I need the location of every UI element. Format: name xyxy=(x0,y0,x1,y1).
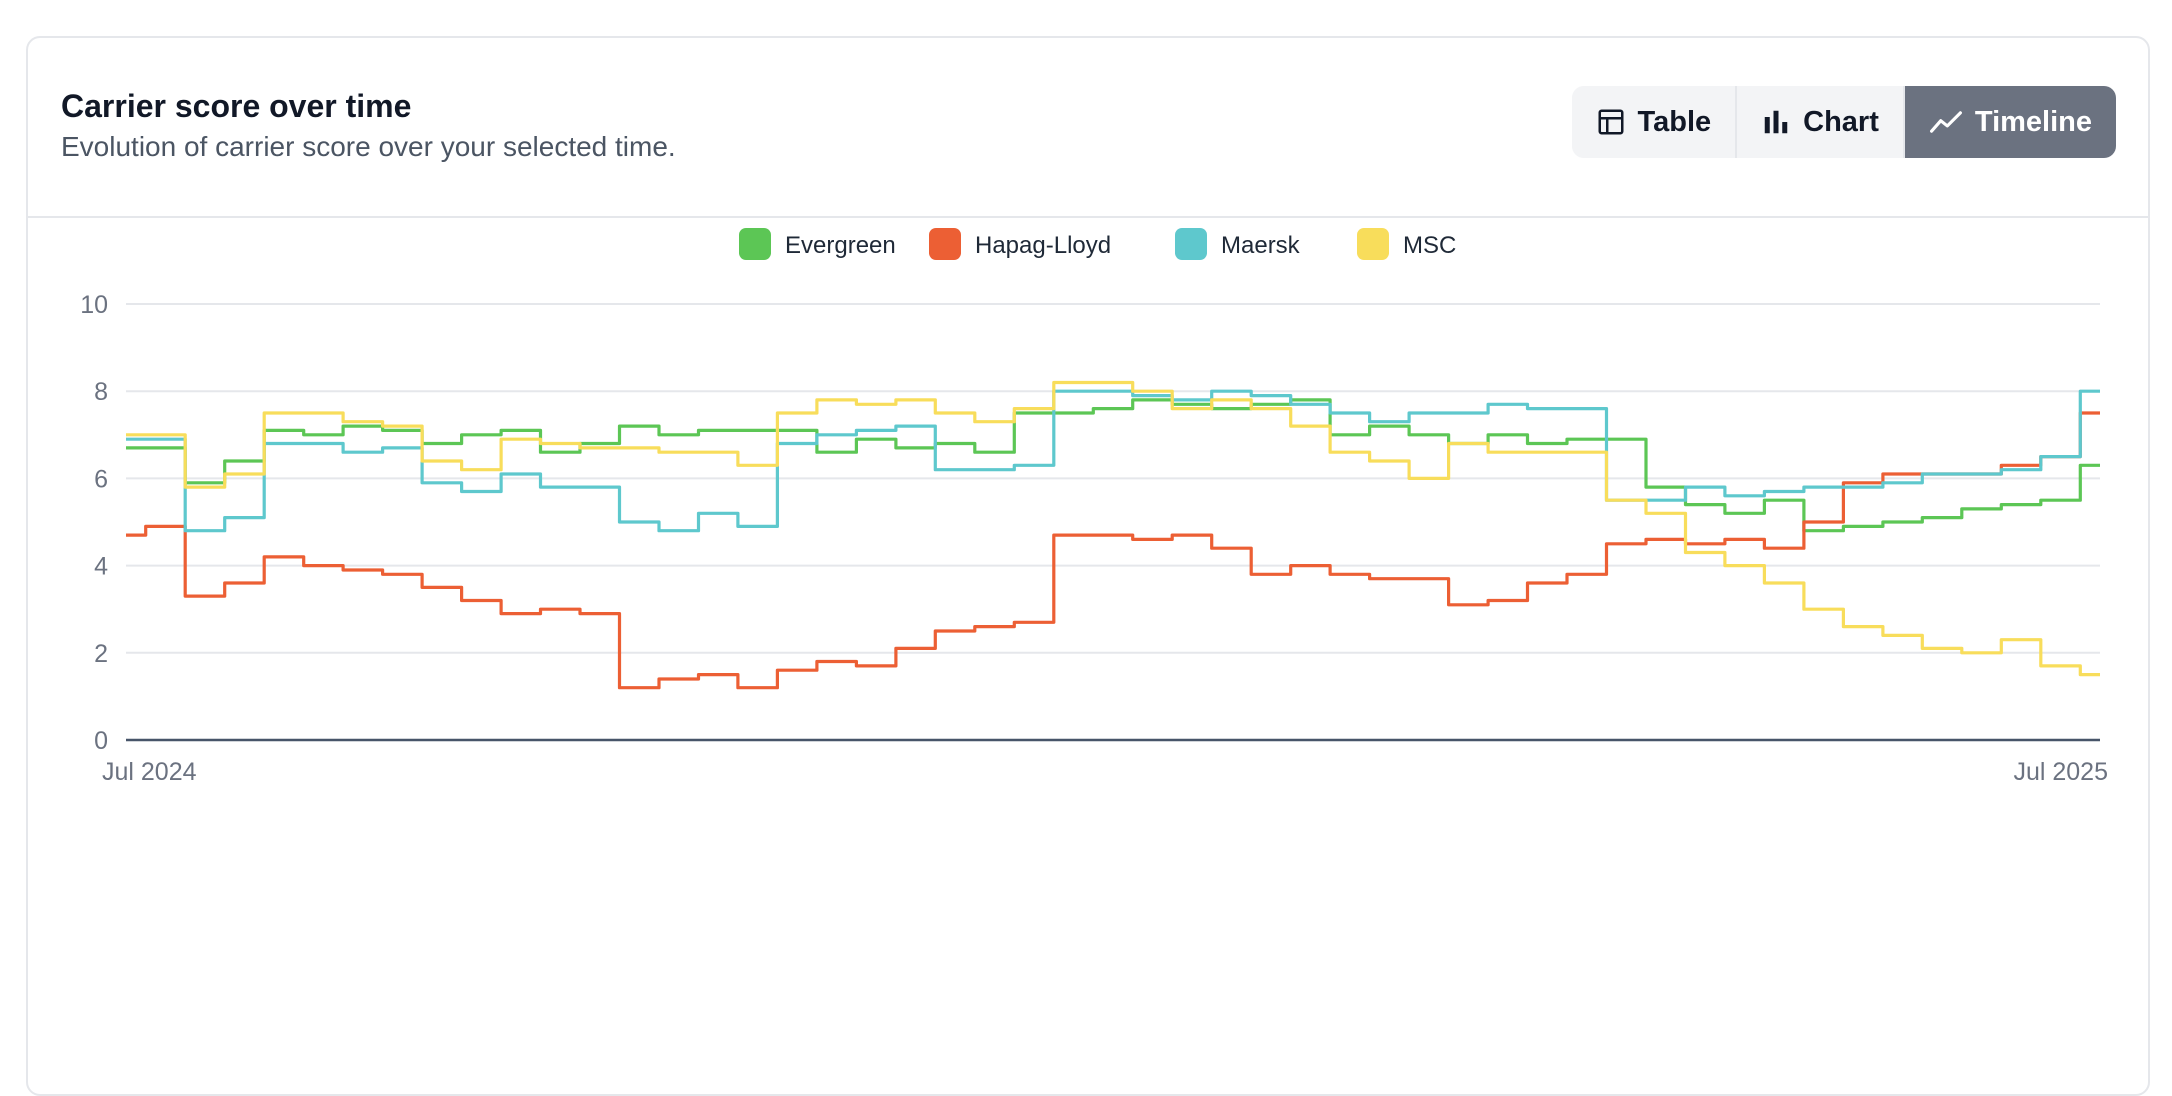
card-title: Carrier score over time xyxy=(61,88,412,124)
series-line-msc xyxy=(126,380,2100,677)
chart-view-label: Chart xyxy=(1803,105,1879,138)
series-line-hapag-lloyd xyxy=(126,411,2100,690)
legend-label: Evergreen xyxy=(785,232,896,259)
legend-label: Maersk xyxy=(1221,232,1301,259)
y-tick-label: 8 xyxy=(94,378,108,406)
legend-label: Hapag-Lloyd xyxy=(975,232,1111,259)
legend-label: MSC xyxy=(1403,232,1456,259)
timeline-view-label: Timeline xyxy=(1974,105,2092,138)
table-view-button[interactable]: Table xyxy=(1571,86,1738,158)
table-icon xyxy=(1596,107,1626,137)
trend-line-icon xyxy=(1929,107,1963,137)
x-tick-label: Jul 2025 xyxy=(2013,758,2108,786)
card-header: Carrier score over time Evolution of car… xyxy=(28,38,2148,218)
legend-swatch xyxy=(929,228,961,260)
carrier-score-card: Carrier score over time Evolution of car… xyxy=(26,36,2150,1096)
y-tick-label: 6 xyxy=(94,465,108,493)
y-tick-label: 4 xyxy=(94,553,108,581)
y-tick-label: 0 xyxy=(94,727,108,755)
chart-view-button[interactable]: Chart xyxy=(1737,86,1905,158)
legend-swatch xyxy=(1175,228,1207,260)
legend-swatch xyxy=(739,228,771,260)
series-line-evergreen xyxy=(126,398,2100,533)
x-tick-label: Jul 2024 xyxy=(102,758,197,786)
timeline-view-button[interactable]: Timeline xyxy=(1904,86,2116,158)
carrier-score-line-chart: 0 2 4 6 8 10 Jul 2024 Jul 2025 Evergreen Hapag-Ll… xyxy=(80,228,2108,786)
table-view-label: Table xyxy=(1637,105,1712,138)
series-line-maersk xyxy=(126,389,2100,533)
legend-swatch xyxy=(1357,228,1389,260)
view-toggle: Table Chart Timeline xyxy=(1571,86,2116,158)
card-subtitle: Evolution of carrier score over your sel… xyxy=(61,131,676,162)
chart-area: 0 2 4 6 8 10 Jul 2024 Jul 2025 Evergreen Hapag-Ll… xyxy=(28,218,2148,1094)
y-tick-label: 10 xyxy=(80,291,108,319)
y-tick-label: 2 xyxy=(94,640,108,668)
bar-chart-icon xyxy=(1761,107,1791,137)
